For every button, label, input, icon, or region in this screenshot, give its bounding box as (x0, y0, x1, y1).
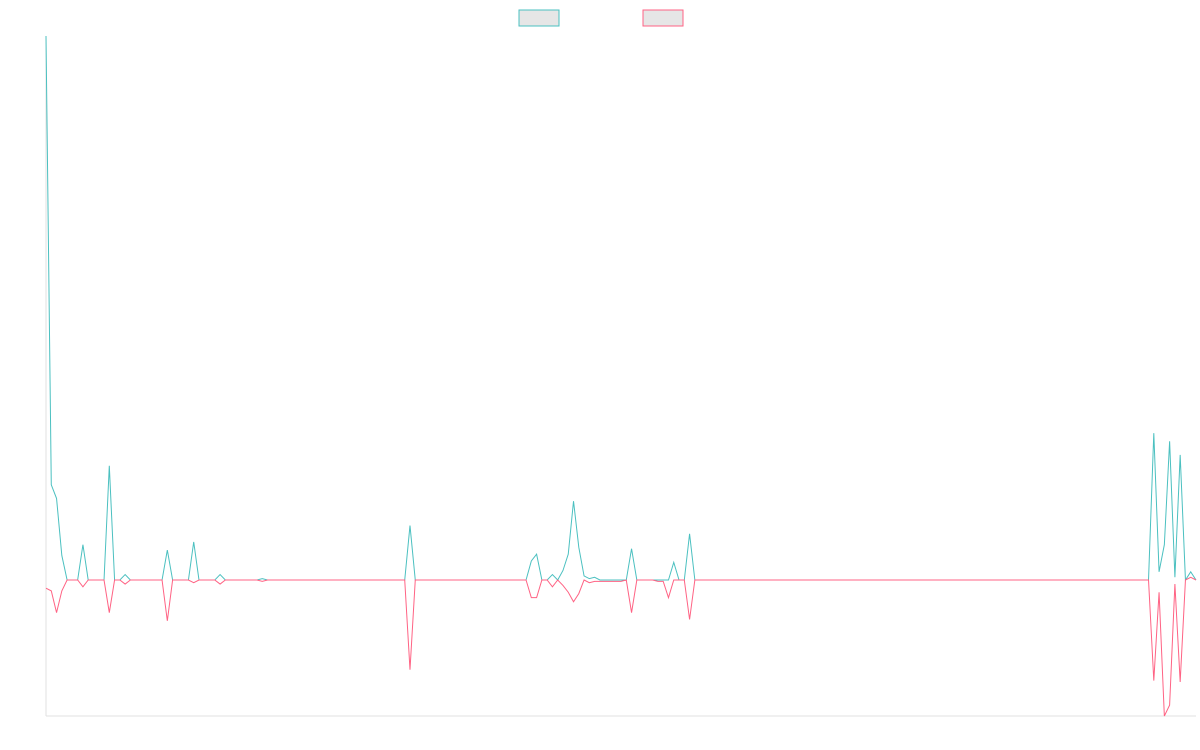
series-line-2 (45, 576, 1197, 717)
legend-swatch-2 (642, 9, 684, 27)
legend (518, 9, 684, 27)
plot-area (45, 35, 1197, 717)
axes (45, 36, 1196, 717)
series-line-1 (45, 35, 1197, 582)
legend-swatch-1 (518, 9, 560, 27)
